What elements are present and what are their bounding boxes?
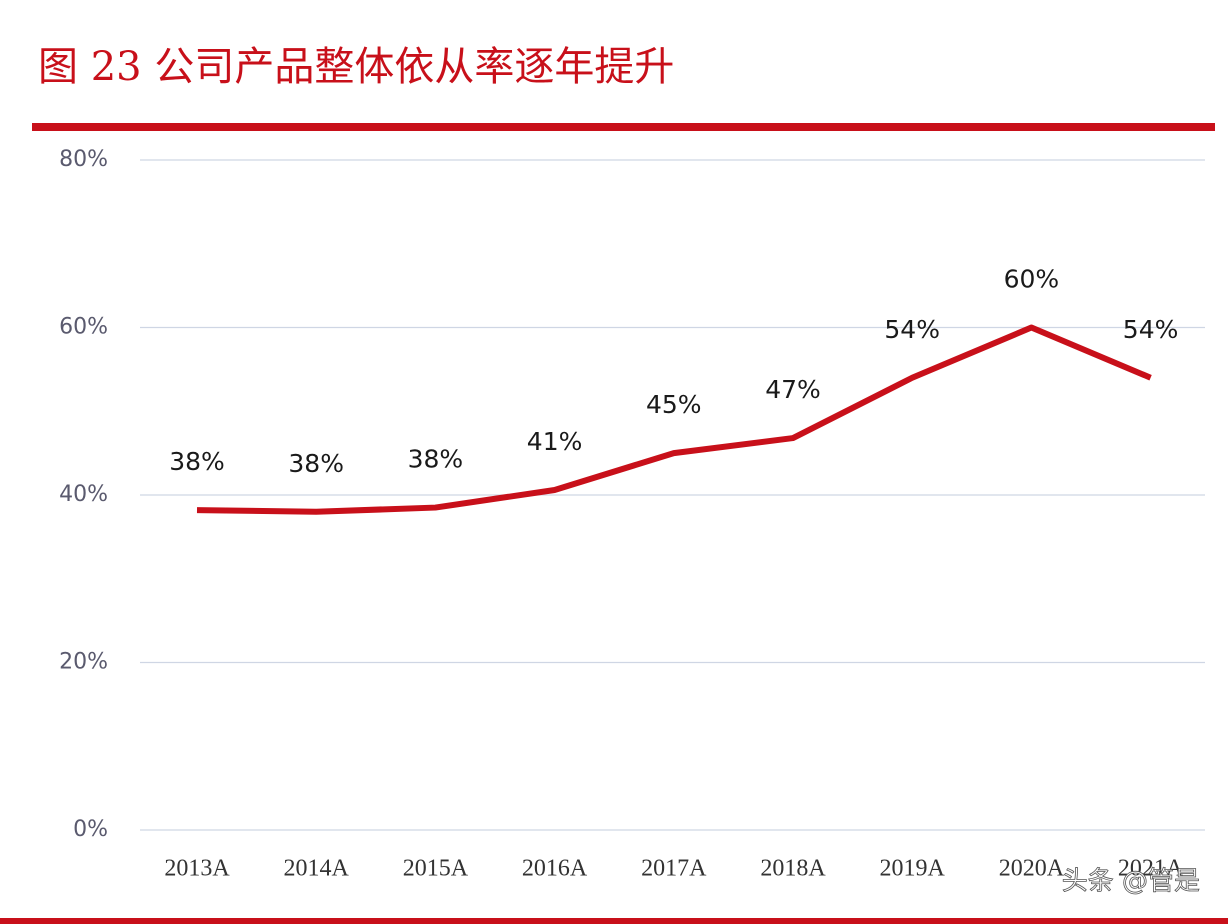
x-tick-label: 2016A [522, 856, 588, 882]
x-tick-label: 2013A [164, 856, 230, 882]
y-tick-label: 20% [59, 650, 108, 675]
data-label: 38% [288, 449, 344, 478]
title-rule [32, 123, 1215, 131]
y-tick-label: 40% [59, 482, 108, 507]
y-tick-label: 60% [59, 315, 108, 340]
x-tick-label: 2021A [1118, 856, 1184, 882]
y-tick-label: 0% [73, 817, 108, 842]
data-label: 47% [765, 375, 821, 404]
y-tick-label: 80% [59, 147, 108, 172]
x-tick-label: 2020A [999, 856, 1065, 882]
bottom-rule [0, 918, 1228, 924]
data-line [196, 324, 1152, 515]
chart-title: 图 23 公司产品整体依从率逐年提升 [38, 44, 674, 90]
data-label: 54% [1123, 315, 1179, 344]
x-tick-label: 2019A [880, 856, 946, 882]
x-tick-label: 2015A [403, 856, 469, 882]
data-label: 38% [408, 445, 464, 474]
data-label: 41% [527, 427, 583, 456]
data-label: 45% [646, 390, 702, 419]
watermark: 头条 @管是 [1062, 867, 1200, 897]
data-label: 54% [884, 315, 940, 344]
data-label: 60% [1004, 265, 1060, 294]
data-label: 38% [169, 447, 225, 476]
x-tick-label: 2018A [760, 856, 826, 882]
x-tick-label: 2014A [284, 856, 350, 882]
x-tick-label: 2017A [641, 856, 707, 882]
